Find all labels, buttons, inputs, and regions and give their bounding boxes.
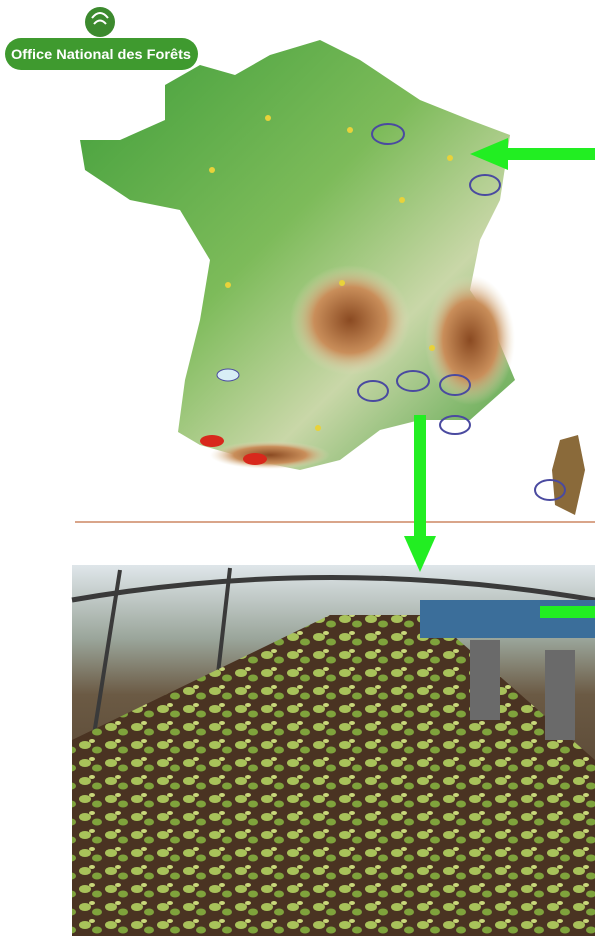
logo-badge xyxy=(5,38,198,70)
arrow-head xyxy=(470,138,508,170)
arrow-shaft xyxy=(505,148,595,160)
arrow-shaft xyxy=(540,606,595,618)
site-marker xyxy=(439,415,471,435)
site-dot xyxy=(429,345,435,351)
site-markers xyxy=(357,123,566,501)
bench xyxy=(420,600,595,638)
site-dot xyxy=(447,155,453,161)
site-marker xyxy=(469,174,501,196)
logo-icon xyxy=(85,7,115,37)
france-map xyxy=(75,40,595,523)
greenhouse-photo xyxy=(71,565,595,936)
site-marker xyxy=(439,374,471,396)
site-dot xyxy=(339,280,345,286)
site-marker xyxy=(371,123,405,145)
mainland xyxy=(80,40,515,470)
site-dot xyxy=(225,282,231,288)
roof-arch xyxy=(71,575,595,603)
site-dots xyxy=(209,115,453,431)
logo-icon-detail xyxy=(91,12,109,25)
site-marker xyxy=(396,370,430,392)
corsica xyxy=(552,435,585,515)
site-marker xyxy=(534,479,566,501)
arrow-shaft xyxy=(414,415,426,540)
bench-leg xyxy=(470,640,500,720)
site-marker xyxy=(357,380,389,402)
relief xyxy=(290,265,410,375)
site-dot xyxy=(315,425,321,431)
bench-leg xyxy=(545,650,575,740)
logo: Office National des Forêts xyxy=(5,7,198,70)
site-dot xyxy=(265,115,271,121)
arrows xyxy=(404,138,595,618)
logo-text: Office National des Forêts xyxy=(11,46,191,62)
relief xyxy=(210,441,330,469)
site-dot xyxy=(209,167,215,173)
site-marker xyxy=(216,368,240,382)
site-dot xyxy=(399,197,405,203)
site-dot xyxy=(347,127,353,133)
arrow-head xyxy=(404,536,436,572)
seedlings xyxy=(72,615,595,936)
site-marker-red xyxy=(243,453,267,465)
site-marker-red xyxy=(200,435,224,447)
relief xyxy=(425,275,515,405)
